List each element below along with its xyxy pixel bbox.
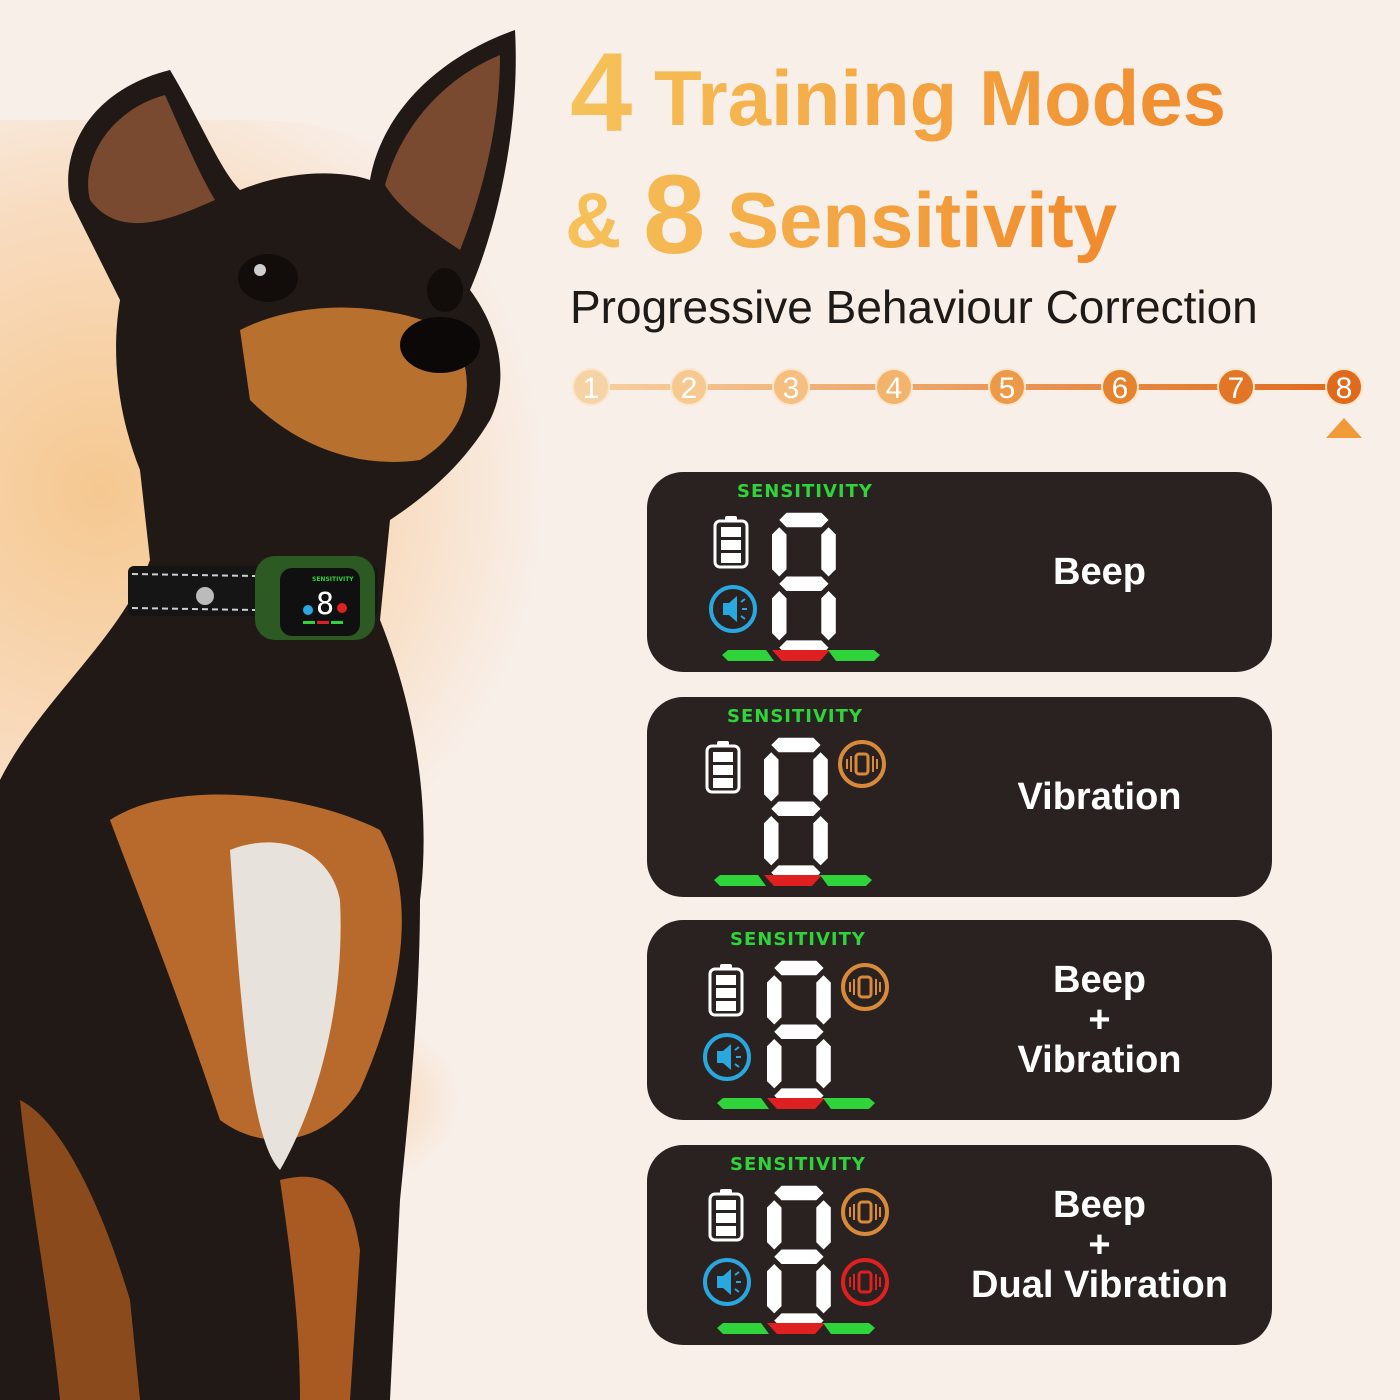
scale-step-label: 6 bbox=[1112, 372, 1129, 405]
scale-step-6: 6 bbox=[1101, 368, 1139, 406]
scale-step-label: 8 bbox=[1336, 372, 1353, 405]
sensitivity-label: SENSITIVITY bbox=[730, 1154, 866, 1175]
lcd-display: SENSITIVITY bbox=[709, 481, 880, 661]
mode-panel-1: SENSITIVITY Beep bbox=[647, 472, 1272, 672]
battery-icon bbox=[705, 741, 741, 794]
dog-ear-left bbox=[88, 95, 215, 224]
seven-segment-digit bbox=[772, 512, 836, 655]
lcd-display: SENSITIVITY bbox=[705, 706, 886, 886]
scale-step-4: 4 bbox=[875, 368, 913, 406]
dog-illustration: SENSITIVITY 8 bbox=[0, 30, 516, 1400]
scale-step-label: 4 bbox=[886, 372, 903, 405]
mode-name-line: Vibration bbox=[1017, 1039, 1182, 1081]
mode-name-line: Vibration bbox=[1017, 776, 1182, 818]
collar-bar bbox=[331, 621, 343, 624]
scale-step-8: 8 bbox=[1325, 368, 1363, 406]
lcd-display: SENSITIVITY bbox=[703, 1154, 889, 1334]
collar-screen bbox=[280, 568, 360, 636]
scale-step-2: 2 bbox=[670, 368, 708, 406]
dog-tan-leg bbox=[280, 1176, 360, 1400]
mode-name-line: + bbox=[1088, 999, 1111, 1041]
collar-digit: 8 bbox=[316, 587, 334, 622]
mode-name: Vibration bbox=[937, 697, 1262, 897]
mode-name-line: Beep bbox=[1053, 959, 1146, 1001]
level-bars bbox=[717, 1098, 875, 1109]
vibration-icon bbox=[838, 740, 886, 788]
seven-segment-digit bbox=[764, 737, 828, 880]
selected-level-marker bbox=[1326, 418, 1362, 438]
dual-vibration-icon bbox=[841, 1258, 889, 1306]
dog-ear-right bbox=[385, 55, 500, 250]
scale-step-5: 5 bbox=[988, 368, 1026, 406]
sensitivity-label: SENSITIVITY bbox=[737, 481, 873, 502]
scale-step-label: 2 bbox=[681, 372, 698, 405]
dog-eye-left bbox=[238, 254, 298, 302]
vibration-icon bbox=[841, 1188, 889, 1236]
sensitivity-label: SENSITIVITY bbox=[730, 929, 866, 950]
scale-step-3: 3 bbox=[772, 368, 810, 406]
sensitivity-scale: 1 2 3 4 5 6 7 8 bbox=[572, 368, 1363, 438]
scale-step-label: 1 bbox=[583, 372, 600, 405]
lcd-display: SENSITIVITY bbox=[703, 929, 889, 1109]
scale-step-1: 1 bbox=[572, 368, 610, 406]
scale-step-label: 3 bbox=[783, 372, 800, 405]
collar-vibration-icon bbox=[337, 603, 347, 613]
scale-step-label: 7 bbox=[1228, 372, 1245, 405]
dog-white-patch bbox=[230, 842, 341, 1170]
collar-rivet bbox=[196, 587, 214, 605]
battery-icon bbox=[708, 964, 744, 1017]
sensitivity-label: SENSITIVITY bbox=[727, 706, 863, 727]
mode-name-line: Dual Vibration bbox=[971, 1264, 1228, 1306]
collar-bar bbox=[317, 621, 329, 624]
collar-sensitivity-label: SENSITIVITY bbox=[312, 576, 354, 583]
subtitle: Progressive Behaviour Correction bbox=[570, 281, 1258, 333]
level-bars bbox=[714, 875, 872, 886]
beep-speaker-icon bbox=[709, 585, 757, 633]
mode-name: Beep bbox=[937, 472, 1262, 672]
mode-name-line: Beep bbox=[1053, 551, 1146, 593]
level-bars bbox=[722, 650, 880, 661]
mode-name: Beep + Vibration bbox=[937, 920, 1262, 1120]
collar-beep-icon bbox=[303, 605, 313, 615]
dog-tan-leg-left bbox=[20, 1100, 140, 1400]
battery-icon bbox=[713, 516, 749, 569]
beep-speaker-icon bbox=[703, 1258, 751, 1306]
mode-name-line: + bbox=[1088, 1224, 1111, 1266]
beep-speaker-icon bbox=[703, 1033, 751, 1081]
mode-panel-3: SENSITIVITY Beep + Vibration bbox=[647, 920, 1272, 1120]
collar-bar bbox=[303, 621, 315, 624]
dog-nose bbox=[400, 317, 480, 373]
scale-step-label: 5 bbox=[999, 372, 1016, 405]
seven-segment-digit bbox=[767, 1185, 831, 1328]
seven-segment-digit bbox=[767, 960, 831, 1103]
vibration-icon bbox=[841, 963, 889, 1011]
level-bars bbox=[717, 1323, 875, 1334]
mode-name: Beep + Dual Vibration bbox=[937, 1145, 1262, 1345]
scale-step-7: 7 bbox=[1217, 368, 1255, 406]
dog-eye-right bbox=[427, 268, 463, 312]
scale-line bbox=[591, 384, 1344, 390]
mode-panel-4: SENSITIVITY Beep + Dual Vibration bbox=[647, 1145, 1272, 1345]
eye-highlight bbox=[254, 264, 266, 276]
battery-icon bbox=[708, 1189, 744, 1242]
mode-name-line: Beep bbox=[1053, 1184, 1146, 1226]
mode-panel-2: SENSITIVITY Vibration bbox=[647, 697, 1272, 897]
